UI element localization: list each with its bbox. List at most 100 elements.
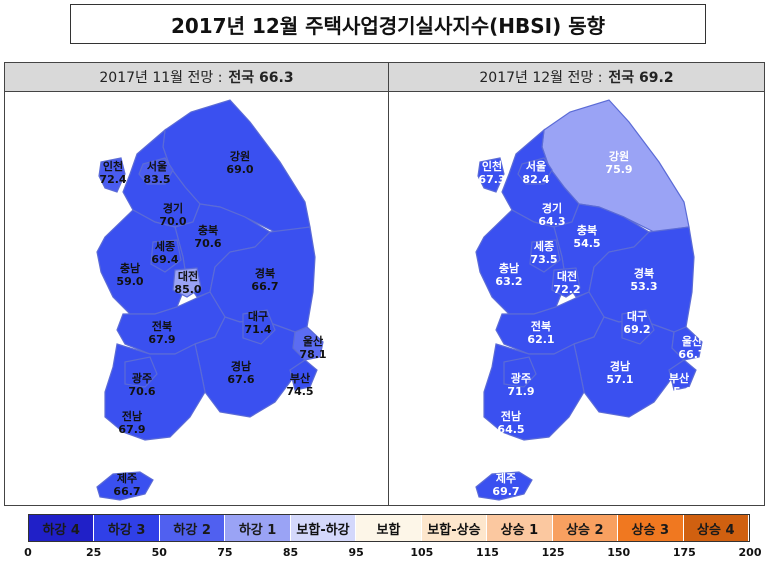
region-value-jeonbuk: 62.1: [527, 333, 554, 346]
region-gwangju: [124, 356, 158, 388]
region-value-jeonbuk: 67.9: [148, 333, 175, 346]
region-name-daejeon: 대전: [178, 269, 198, 283]
legend-tick-6: 105: [410, 546, 434, 559]
region-name-gyeongbuk: 경북: [634, 266, 654, 280]
region-value-busan: 65.0: [665, 385, 692, 398]
legend-item-6: 보합-상승: [421, 515, 488, 541]
region-name-gyeongbuk: 경북: [255, 266, 275, 280]
legend-tick-1: 25: [85, 546, 102, 559]
region-name-jeju: 제주: [496, 471, 516, 485]
legend-item-0: 하강 4: [29, 515, 95, 541]
region-value-seoul: 82.4: [522, 173, 549, 186]
region-name-incheon: 인천: [482, 159, 502, 173]
region-value-seoul: 83.5: [143, 173, 170, 186]
region-name-seoul: 서울: [147, 159, 167, 173]
region-value-gwangju: 71.9: [507, 385, 534, 398]
region-daegu: [242, 309, 276, 345]
region-value-chungbuk: 54.5: [573, 237, 600, 250]
region-value-gyeongbuk: 66.7: [251, 280, 278, 293]
region-value-gyeonggi: 64.3: [538, 215, 565, 228]
region-name-daegu: 대구: [627, 309, 647, 323]
legend-item-1: 하강 3: [94, 515, 160, 541]
region-sejong: [150, 239, 182, 273]
region-name-chungnam: 충남: [499, 261, 519, 275]
legend-tick-5: 95: [348, 546, 364, 559]
region-value-gangwon: 69.0: [226, 163, 253, 176]
region-value-busan: 74.5: [286, 385, 313, 398]
region-name-chungnam: 충남: [120, 261, 140, 275]
region-name-gwangju: 광주: [132, 372, 152, 385]
page-title: 2017년 12월 주택사업경기실사지수(HBSI) 동향: [70, 4, 706, 44]
region-name-daejeon: 대전: [557, 269, 577, 283]
region-name-gyeonggi: 경기: [542, 201, 562, 215]
region-seoul: [517, 157, 553, 185]
region-name-ulsan: 울산: [303, 334, 323, 348]
region-value-sejong: 69.4: [151, 253, 178, 266]
legend-tick-4: 85: [282, 546, 299, 559]
region-value-gyeongnam: 67.6: [227, 373, 254, 386]
legend-item-4: 보합-하강: [290, 515, 357, 541]
panel-header-prefix: 2017년 11월 전망 :: [99, 70, 223, 86]
region-value-incheon: 67.3: [478, 173, 505, 186]
region-value-incheon: 72.4: [99, 173, 126, 186]
region-value-gangwon: 75.9: [605, 163, 632, 176]
region-seoul: [138, 157, 174, 185]
frame-left-border: [4, 62, 5, 506]
panel-header-national: 전국 69.2: [608, 70, 674, 86]
panel-header-national: 전국 66.3: [228, 70, 294, 86]
legend-tick-3: 75: [217, 546, 233, 559]
region-name-gangwon: 강원: [230, 149, 250, 163]
map-november: 강원69.0경기70.0충북70.6충남59.0경북66.7전북67.9경남67…: [96, 99, 327, 501]
panel-divider: [388, 62, 389, 506]
legend-item-9: 상승 3: [618, 515, 684, 541]
legend-item-8: 상승 2: [552, 515, 619, 541]
region-name-jeonbuk: 전북: [152, 319, 172, 333]
region-value-chungnam: 63.2: [495, 275, 522, 288]
region-ulsan: [671, 326, 703, 361]
frame-bottom-border: [4, 505, 765, 506]
region-daegu: [621, 309, 655, 345]
region-name-gyeongnam: 경남: [231, 359, 251, 373]
region-value-gyeongbuk: 53.3: [630, 280, 657, 293]
region-gwangju: [503, 356, 537, 388]
legend-item-5: 보합: [356, 515, 422, 541]
region-name-busan: 부산: [669, 371, 689, 385]
legend-tick-11: 200: [738, 546, 762, 559]
region-value-gwangju: 70.6: [128, 385, 155, 398]
region-name-chungbuk: 충북: [198, 223, 218, 237]
region-name-ulsan: 울산: [682, 334, 702, 348]
region-jeju: [96, 471, 154, 501]
region-name-daegu: 대구: [248, 309, 268, 323]
region-name-jeonnam: 전남: [122, 409, 142, 423]
region-value-jeju: 69.7: [492, 485, 519, 498]
region-name-sejong: 세종: [534, 239, 554, 253]
region-value-daejeon: 72.2: [553, 283, 580, 296]
region-busan: [668, 359, 697, 391]
panel-header-december: 2017년 12월 전망 : 전국 69.2: [389, 62, 764, 92]
region-name-incheon: 인천: [103, 159, 123, 173]
region-value-ulsan: 78.1: [299, 348, 326, 361]
legend-item-3: 하강 1: [225, 515, 291, 541]
region-name-chungbuk: 충북: [577, 223, 597, 237]
region-daejeon: [551, 267, 581, 298]
region-name-jeju: 제주: [117, 471, 137, 485]
region-incheon: [477, 157, 505, 193]
panel-header-prefix: 2017년 12월 전망 :: [479, 70, 603, 86]
region-value-daegu: 69.2: [623, 323, 650, 336]
region-jeju: [475, 471, 533, 501]
legend-tick-0: 0: [24, 546, 32, 559]
region-name-gyeonggi: 경기: [163, 201, 183, 215]
region-busan: [289, 359, 318, 391]
region-name-gyeongnam: 경남: [610, 359, 630, 373]
region-value-gyeongnam: 57.1: [606, 373, 633, 386]
panel-header-november: 2017년 11월 전망 : 전국 66.3: [5, 62, 388, 92]
region-incheon: [98, 157, 126, 193]
region-value-chungbuk: 70.6: [194, 237, 221, 250]
region-ulsan: [292, 326, 324, 361]
legend-tick-7: 115: [475, 546, 499, 559]
legend-tick-9: 150: [607, 546, 631, 559]
region-value-chungnam: 59.0: [116, 275, 143, 288]
legend-ticks: 0 25 50 75 85 95 105 115 125 150 175 200: [0, 546, 771, 564]
region-value-daegu: 71.4: [244, 323, 271, 336]
